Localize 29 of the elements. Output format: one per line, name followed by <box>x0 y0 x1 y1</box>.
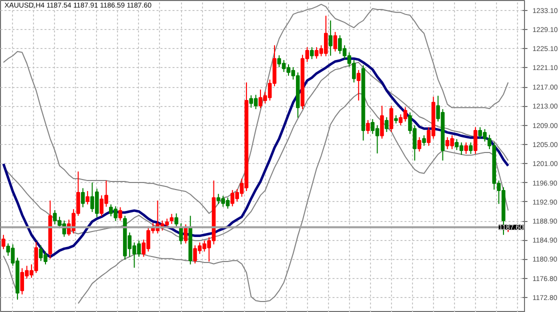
candlestick <box>333 31 338 52</box>
candlestick <box>328 20 332 56</box>
candlestick <box>380 105 384 140</box>
candlestick <box>389 105 394 132</box>
candlestick <box>403 106 408 122</box>
candlestick <box>20 268 24 295</box>
candlestick <box>468 142 473 154</box>
candlestick <box>324 15 328 57</box>
candlestick <box>474 126 478 154</box>
candlestick <box>249 94 254 108</box>
candlestick <box>118 206 122 222</box>
candlestick <box>80 188 85 208</box>
candlestick <box>422 134 426 146</box>
candlestick <box>174 212 178 228</box>
candlestick <box>2 234 6 250</box>
candlestick <box>277 54 282 68</box>
candlestick <box>384 116 389 132</box>
line-series <box>2 4 509 214</box>
candlestick <box>356 70 361 102</box>
candlestick <box>478 126 482 140</box>
candlestick <box>170 213 174 224</box>
candlestick <box>366 120 370 134</box>
candlestick <box>86 190 90 205</box>
candlestick <box>464 142 468 154</box>
candlestick <box>398 114 403 126</box>
candlestick <box>370 118 375 134</box>
candlestick <box>417 136 422 152</box>
candlestick <box>310 46 314 60</box>
candlestick <box>179 222 183 245</box>
